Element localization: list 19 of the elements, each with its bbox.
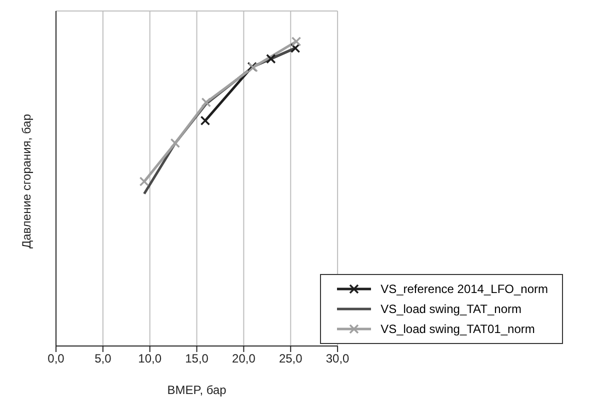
x-tick-label: 5,0: [94, 352, 112, 366]
point: [170, 138, 180, 148]
x-tick-label: 30,0: [326, 352, 350, 366]
x-tick-label: 15,0: [185, 352, 209, 366]
x-tick-label: 10,0: [138, 352, 162, 366]
point: [291, 36, 302, 46]
point: [139, 176, 150, 186]
x-tick-label: 0,0: [48, 352, 65, 366]
x-tick-label: 25,0: [278, 352, 303, 366]
y-axis-title: Давление сгорания, бар: [19, 114, 34, 248]
x-tick-label: 20,0: [232, 352, 256, 366]
point: [201, 97, 212, 108]
point: [266, 54, 276, 64]
legend-label: VS_reference 2014_LFO_norm: [380, 282, 548, 296]
x-axis-title: BMEP, бар: [167, 383, 227, 397]
legend-label: VS_load swing_TAT_norm: [380, 302, 522, 316]
point: [200, 116, 210, 126]
point: [290, 43, 300, 54]
legend-label: VS_load swing_TAT01_norm: [380, 322, 535, 336]
